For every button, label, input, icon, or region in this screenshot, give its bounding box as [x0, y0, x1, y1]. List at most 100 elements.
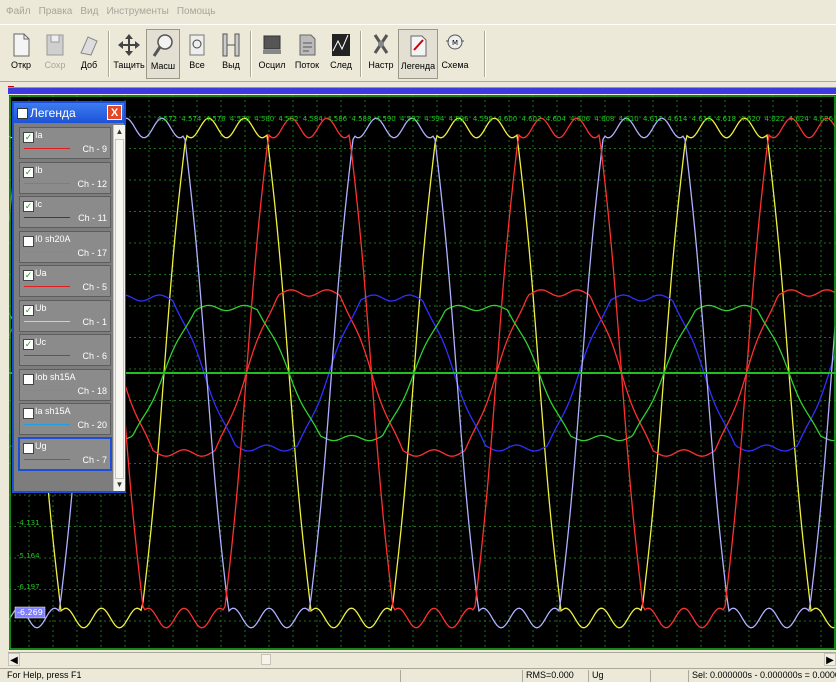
menu-file[interactable]: Файл [6, 5, 31, 17]
cursor-label: -6.269 [17, 608, 43, 617]
x-tick-label: 4.576 [206, 115, 227, 123]
legend-item-checkbox[interactable]: ✓ [23, 304, 34, 316]
trace-button[interactable]: След [324, 29, 358, 79]
legend-item-checkbox[interactable]: ✓ [23, 132, 34, 143]
legend-item-name: Iob sh15A [35, 371, 76, 382]
legend-item-ua[interactable]: ✓ Ua Ch - 5 [19, 265, 111, 297]
flow-icon [299, 34, 316, 56]
legend-item-line [24, 355, 70, 356]
y-tick-label: -5.164 [17, 552, 40, 560]
legend-item-channel: Ch - 20 [77, 420, 107, 430]
legend-item-ia[interactable]: ✓ Ia Ch - 9 [19, 127, 111, 159]
x-tick-label: 4.614 [667, 115, 688, 123]
x-tick-label: 4.598 [473, 115, 493, 123]
legend-item-channel: Ch - 9 [82, 144, 107, 154]
menu-edit[interactable]: Правка [38, 5, 73, 17]
legend-item-name: Ib [35, 164, 43, 175]
legend-item-channel: Ch - 17 [77, 247, 107, 258]
legend-scrollbar[interactable]: ▲ ▼ [113, 125, 125, 491]
legend-title-checkbox[interactable] [17, 108, 28, 119]
legend-item-channel: Ch - 12 [77, 178, 107, 189]
legend-item-iob-sh15a[interactable]: Iob sh15A Ch - 18 [19, 368, 111, 401]
scheme-icon: M [446, 34, 464, 50]
legend-item-name: Ia sh15A [35, 406, 71, 416]
legend-item-line [24, 320, 70, 322]
menu-view[interactable]: Вид [80, 5, 99, 17]
horizontal-scroll-thumb[interactable] [261, 654, 271, 665]
legend-item-checkbox[interactable] [23, 373, 34, 385]
plot-curves [9, 117, 836, 629]
oscillogram-plot[interactable]: 4.572 4.574 4.576 4.578 4.580 4.582 4.584 4.586… [9, 95, 836, 650]
status-selection: Sel: 0.000000s - 0.000000s = 0.000000s [688, 670, 836, 682]
zoom-button[interactable]: Масш [146, 29, 180, 79]
legend-item-ib[interactable]: ✓ Ib Ch - 12 [19, 161, 111, 194]
legend-item-ub[interactable]: ✓ Ub Ch - 1 [19, 299, 111, 332]
x-tick-label: 4.624 [789, 115, 810, 123]
x-axis-tick-labels: 4.572 4.574 4.576 4.578 4.580 4.582 4.584 4.586… [157, 115, 834, 123]
legend-item-channel: Ch - 18 [77, 385, 107, 396]
menu-help[interactable]: Помощь [176, 5, 216, 17]
open-button[interactable]: Откр [4, 29, 38, 79]
save-button[interactable]: Сохр [38, 29, 72, 79]
toolbar-separator [360, 31, 362, 77]
legend-title-bar[interactable]: Легенда X [14, 103, 124, 123]
legend-item-checkbox[interactable] [23, 408, 34, 419]
select-button[interactable]: Выд [214, 29, 248, 79]
save-icon [46, 34, 64, 56]
timeline-bar[interactable] [8, 87, 836, 94]
cursor-label-box[interactable] [14, 606, 46, 619]
legend-item-channel: Ch - 5 [82, 282, 107, 292]
x-tick-label: 4.588 [351, 115, 371, 123]
legend-item-checkbox[interactable]: ✓ [23, 270, 34, 281]
add-icon [80, 36, 98, 56]
legend-item-checkbox[interactable] [23, 235, 34, 247]
move-icon [118, 34, 140, 56]
close-button[interactable]: X [107, 105, 122, 120]
legend-item-ia-sh15a[interactable]: Ia sh15A Ch - 20 [19, 403, 111, 435]
y-tick-label: -6.197 [17, 583, 40, 591]
drag-button[interactable]: Тащить [112, 29, 146, 79]
status-bar: For Help, press F1 RMS=0.000 Ug Sel: 0.0… [0, 668, 836, 682]
horizontal-scrollbar[interactable]: ◀ ▶ [8, 652, 836, 667]
add-button[interactable]: Доб [72, 29, 106, 79]
oscilloscope-button[interactable]: Осцил [254, 29, 290, 79]
legend-item-uc[interactable]: ✓ Uc Ch - 6 [19, 334, 111, 366]
x-tick-label: 4.594 [424, 115, 445, 123]
x-tick-label: 4.604 [546, 115, 567, 123]
menu-bar: Файл Правка Вид Инструменты Помощь [0, 0, 836, 22]
legend-item-ic[interactable]: ✓ Ic Ch - 11 [19, 196, 111, 228]
curve-ia [9, 289, 836, 457]
x-tick-label: 4.596 [449, 115, 470, 123]
legend-item-line [24, 182, 70, 184]
curve-ib [9, 304, 836, 442]
legend-item-checkbox[interactable]: ✓ [23, 201, 34, 212]
legend-item-ug[interactable]: Ug Ch - 7 [18, 436, 112, 471]
svg-text:M: M [452, 39, 458, 47]
legend-item-i0-sh20a[interactable]: I0 sh20A Ch - 17 [19, 230, 111, 263]
legend-title: Легенда [30, 106, 76, 120]
x-tick-label: 4.608 [594, 115, 614, 123]
scheme-button[interactable]: M Схема [438, 29, 472, 79]
legend-item-checkbox[interactable]: ✓ [23, 339, 34, 350]
scroll-left-icon[interactable]: ◀ [8, 653, 20, 666]
y-axis-tick-labels: -4.131 -5.164 -6.197 [17, 519, 40, 591]
flow-button[interactable]: Поток [290, 29, 324, 79]
status-rms: RMS=0.000 [522, 670, 588, 682]
scroll-down-icon[interactable]: ▼ [115, 480, 124, 489]
scroll-up-icon[interactable]: ▲ [115, 127, 124, 136]
legend-item-checkbox[interactable] [23, 442, 34, 454]
menu-tools[interactable]: Инструменты [106, 5, 169, 17]
legend-button[interactable]: Легенда [398, 29, 438, 79]
oscilloscope-icon [263, 35, 281, 54]
x-tick-label: 4.586 [327, 115, 348, 123]
settings-icon [373, 34, 389, 54]
legend-item-checkbox[interactable]: ✓ [23, 166, 34, 178]
legend-icon [410, 35, 427, 57]
x-tick-label: 4.618 [716, 115, 736, 123]
legend-item-channel: Ch - 7 [82, 454, 107, 465]
scroll-right-icon[interactable]: ▶ [824, 653, 836, 666]
fit-all-button[interactable]: Все [180, 29, 214, 79]
legend-item-name: Ia [35, 130, 43, 140]
settings-button[interactable]: Настр [364, 29, 398, 79]
legend-scroll-thumb[interactable] [115, 139, 124, 479]
